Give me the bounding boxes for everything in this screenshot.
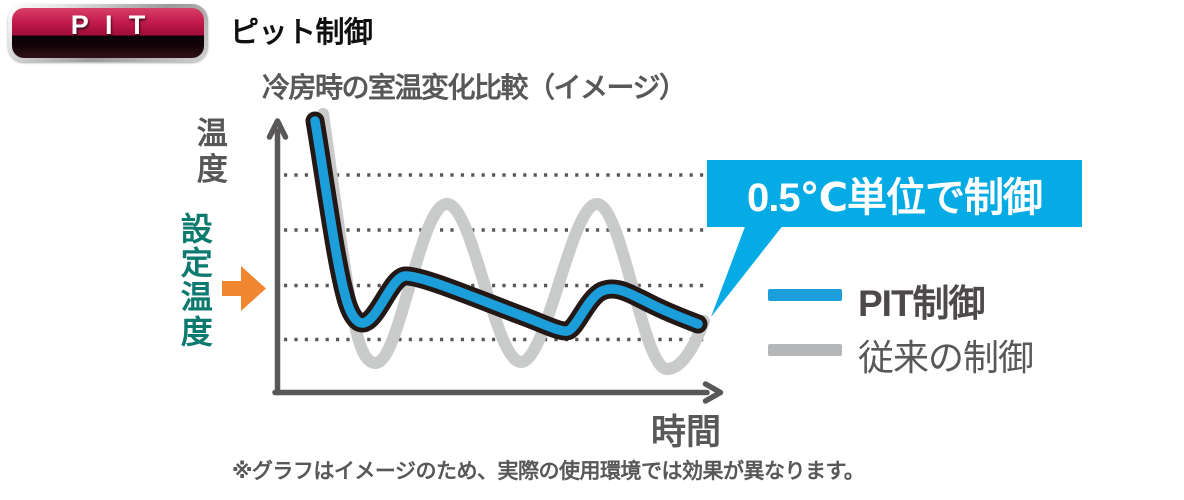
disclaimer-note: ※グラフはイメージのため、実際の使用環境では効果が異なります。 (232, 460, 865, 483)
callout-text: 0.5℃単位で制御 (746, 175, 1043, 220)
page-title: ピット制御 (230, 17, 373, 49)
y-axis-arrow-icon (266, 118, 289, 140)
x-axis-arrow-icon (702, 381, 724, 404)
x-axis-label: 時間 (651, 413, 722, 452)
set-temp-label: 設定温度 (180, 211, 213, 350)
conventional-line (317, 108, 710, 376)
legend-swatch-pit (768, 289, 842, 301)
pit-logo: PIT (8, 4, 208, 62)
callout-tail (711, 224, 784, 317)
set-temp-arrow-icon (222, 266, 266, 311)
callout-bubble: 0.5℃単位で制御 (707, 160, 1082, 227)
legend-label-conventional: 従来の制御 (858, 337, 1034, 378)
pit-line (310, 116, 703, 336)
pit-logo-face: PIT (12, 8, 204, 58)
chart-title: 冷房時の室温変化比較（イメージ） (262, 72, 687, 103)
pit-logo-text: PIT (70, 10, 162, 40)
legend-swatch-conventional (768, 344, 842, 356)
y-axis-label: 温度 (196, 116, 228, 187)
axes (266, 118, 724, 404)
gridlines (284, 173, 710, 342)
legend-label-pit: PIT制御 (858, 283, 986, 324)
